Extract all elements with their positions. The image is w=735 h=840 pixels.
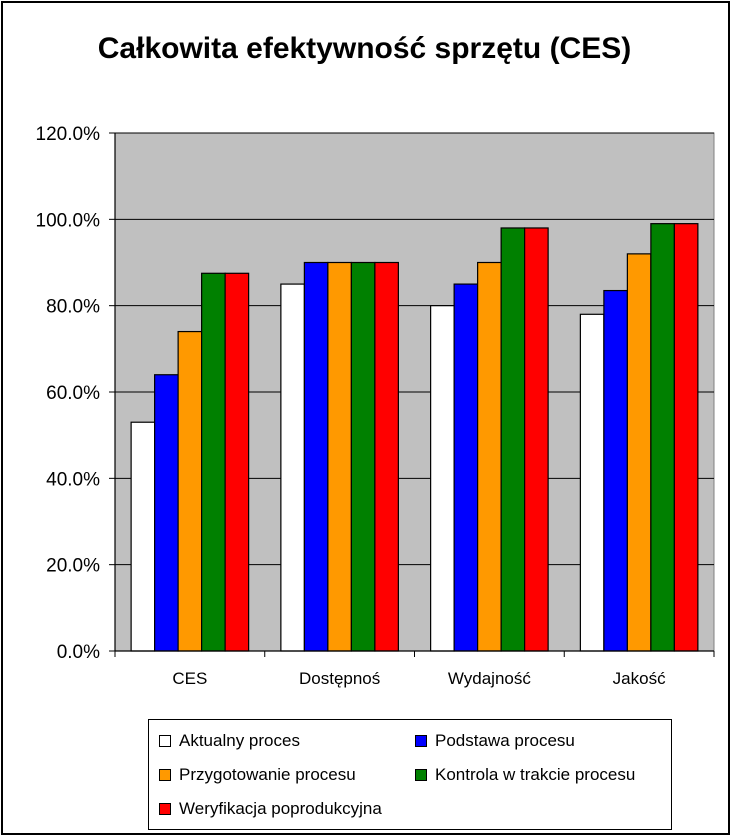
bar-3-3 — [477, 261, 502, 652]
chart-title: Całkowita efektywność sprzętu (CES) — [97, 32, 632, 65]
legend-label: Przygotowanie procesu — [179, 765, 356, 784]
bar-2-2 — [303, 261, 329, 652]
bar-3-1 — [430, 305, 455, 652]
bar-4-5 — [673, 223, 699, 652]
legend-label: Aktualny proces — [179, 731, 300, 750]
bar-4-3 — [626, 253, 652, 652]
bar-3-4 — [500, 227, 526, 652]
legend-swatch-podstawa-procesu — [415, 735, 427, 747]
bar-1-3 — [177, 330, 203, 652]
legend-swatch-kontrola-w-trakcie-procesu — [415, 769, 427, 781]
bar-2-3 — [327, 261, 352, 652]
bar-1-4 — [201, 272, 226, 652]
bar-2-1 — [280, 283, 305, 652]
bar-2-5 — [374, 261, 399, 652]
x-tick-label: Jakość — [613, 669, 666, 688]
legend-swatch-aktualny-proces — [159, 735, 171, 747]
y-tick-label: 80.0% — [46, 297, 100, 318]
legend-swatch-przygotowanie-procesu — [159, 769, 171, 781]
bar-4-1 — [579, 313, 605, 652]
bar-1-1 — [130, 421, 156, 652]
x-tick-label: Wydajność — [448, 669, 531, 688]
legend-label: Weryfikacja poprodukcyjna — [179, 799, 382, 818]
bar-2-4 — [350, 261, 376, 652]
bar-4-2 — [603, 289, 628, 652]
legend-label: Podstawa procesu — [435, 731, 575, 750]
chart-legend: Aktualny proces Podstawa procesu Przygot… — [148, 719, 672, 830]
bar-3-5 — [524, 227, 549, 652]
x-tick-label: CES — [172, 669, 207, 688]
legend-swatch-weryfikacja-poprodukcyjna — [159, 803, 171, 815]
y-tick-label: 0.0% — [57, 642, 100, 663]
bar-1-2 — [154, 374, 179, 652]
bar-1-5 — [224, 272, 250, 652]
y-tick-label: 40.0% — [46, 469, 100, 490]
y-tick-label: 60.0% — [46, 383, 100, 404]
y-tick-label: 120.0% — [36, 124, 101, 145]
bar-3-2 — [453, 283, 479, 652]
y-tick-label: 100.0% — [36, 210, 101, 231]
x-tick-label: Dostępnoś — [299, 669, 380, 688]
y-tick-label: 20.0% — [46, 556, 100, 577]
bar-4-4 — [650, 223, 675, 652]
legend-label: Kontrola w trakcie procesu — [435, 765, 636, 784]
